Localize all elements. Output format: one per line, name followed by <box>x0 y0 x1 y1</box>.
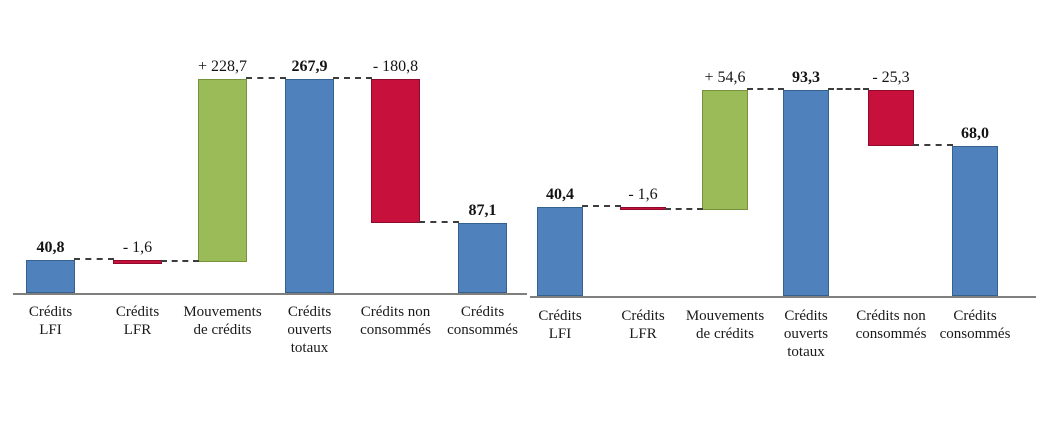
waterfall-bar <box>198 79 247 262</box>
category-label: Crédits LFR <box>621 308 665 342</box>
bar-value-label: - 1,6 <box>628 185 658 203</box>
waterfall-bar <box>537 206 583 296</box>
bar-value-label: 68,0 <box>961 124 989 142</box>
category-label: Crédits ouverts totaux <box>783 308 829 360</box>
category-label: Crédits LFR <box>115 304 160 338</box>
waterfall-bar <box>868 90 914 146</box>
bar-value-label: - 1,6 <box>122 239 153 257</box>
waterfall-bar <box>458 223 507 293</box>
connector-dashed-line <box>913 143 953 146</box>
waterfall-bar <box>285 79 334 293</box>
bar-value-label: 267,9 <box>291 58 328 75</box>
bar-value-label: - 180,8 <box>372 58 419 75</box>
category-label: Crédits non consommés <box>360 304 431 338</box>
category-label: Crédits non consommés <box>855 308 927 342</box>
chart-left-waterfall: 40,8 - 1,6 + 228,7 267,9 - 180,8 87,1 Crédits … <box>13 58 527 356</box>
bar-value-label: + 54,6 <box>704 68 746 86</box>
waterfall-bar <box>952 145 998 296</box>
waterfall-bar <box>26 260 75 293</box>
bar-value-label: - 25,3 <box>872 69 910 86</box>
waterfall-bar <box>113 260 162 264</box>
waterfall-bar <box>620 206 666 211</box>
connector-dashed-line <box>333 77 372 79</box>
category-label: Crédits consommés <box>939 308 1011 342</box>
category-label: Crédits consommés <box>447 304 518 338</box>
bar-value-label: 40,4 <box>546 185 574 203</box>
category-label: Crédits LFI <box>28 304 73 338</box>
category-label: Crédits LFI <box>538 308 582 342</box>
bar-value-label: 40,8 <box>36 239 65 257</box>
category-label: Crédits ouverts totaux <box>287 304 332 356</box>
connector-dashed-line <box>665 208 703 211</box>
waterfall-bar <box>371 79 420 224</box>
x-axis-line <box>530 296 1036 298</box>
chart-right-waterfall: 40,4 - 1,6 + 54,6 93,3 - 25,3 68,0 Crédits LFI… <box>524 0 1040 444</box>
connector-dashed-line <box>246 77 286 79</box>
connector-dashed-line <box>74 258 114 261</box>
category-label: Mouvements de crédits <box>685 308 765 342</box>
connector-dashed-line <box>582 204 621 207</box>
connector-dashed-line <box>161 259 199 262</box>
x-axis-line <box>13 293 527 295</box>
waterfall-bar <box>783 90 829 296</box>
category-label: Mouvements de crédits <box>183 304 262 338</box>
connector-dashed-line <box>747 87 784 90</box>
waterfall-bar <box>702 89 748 211</box>
bar-value-label: + 228,7 <box>197 58 248 75</box>
connector-dashed-line <box>828 88 869 90</box>
bar-value-label: 87,1 <box>468 202 497 220</box>
bar-value-label: 93,3 <box>792 69 820 86</box>
connector-dashed-line <box>419 221 459 224</box>
